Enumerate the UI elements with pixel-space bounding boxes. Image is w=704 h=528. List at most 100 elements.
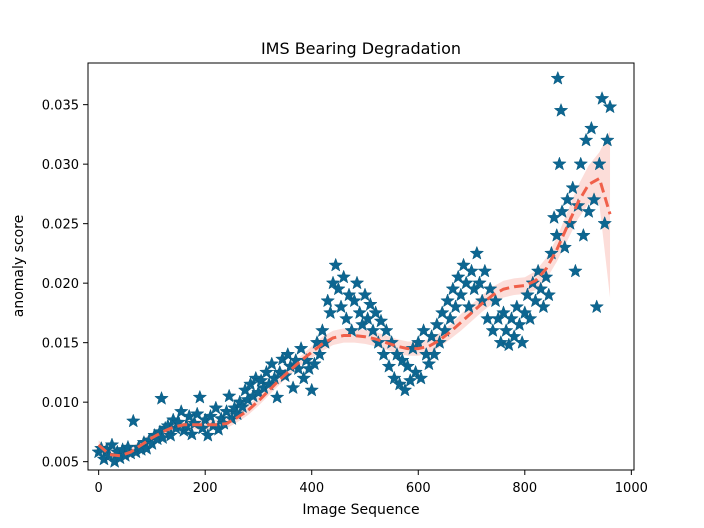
data-point [211,421,226,436]
y-tick-label: 0.005 [42,456,79,471]
data-point [458,275,474,290]
data-point [464,263,479,278]
data-point [410,334,426,349]
data-point [530,263,546,278]
data-point [354,317,370,332]
y-tick-label: 0.015 [42,337,79,352]
data-point [285,380,301,395]
data-point [602,99,618,114]
data-point [552,156,567,171]
data-point [589,299,605,314]
y-tick-label: 0.030 [42,158,79,173]
data-point [253,373,269,387]
data-point [594,90,610,105]
data-point [440,293,455,308]
data-point [480,311,495,326]
data-point [578,132,594,147]
data-point [307,356,322,371]
data-point [549,227,565,242]
data-point [426,346,442,361]
data-point [320,293,336,308]
data-point [365,323,381,338]
data-point [437,323,453,338]
data-point [221,388,237,403]
x-tick-label: 600 [406,481,431,496]
confidence-band [98,130,611,461]
data-point [408,364,423,379]
data-point [496,305,511,320]
data-point [424,328,439,343]
trend-line-layer [97,176,612,458]
data-point [520,287,535,302]
data-point [333,299,349,314]
x-tick-label: 0 [95,481,103,496]
data-point [373,313,389,328]
data-point [402,373,418,387]
y-axis-label: anomaly score [11,215,27,317]
data-point [378,323,394,338]
data-point [184,426,200,441]
data-point [328,257,344,272]
data-point [381,358,397,373]
data-point [154,390,169,405]
confidence-band-layer [98,130,611,461]
data-point [347,293,362,308]
data-point [173,403,189,418]
data-point [296,370,312,385]
data-point [485,323,501,338]
data-point [448,299,463,314]
data-point [553,102,569,117]
data-point [304,382,320,397]
data-point [357,287,373,302]
data-point [344,323,360,338]
data-point [514,334,530,349]
data-point [352,305,368,320]
data-point [469,245,485,260]
data-point [472,275,487,290]
data-point [541,287,557,302]
plot-frame [87,62,635,471]
data-point [429,317,445,332]
data-point [517,305,533,320]
data-point [293,340,309,355]
y-axis-ticks: 0.005 0.010 0.015 0.020 0.025 0.030 0.035 [42,99,88,471]
data-point [576,227,591,242]
data-point [416,323,431,338]
data-point [189,406,205,421]
data-point [600,132,615,147]
data-point [493,334,509,349]
x-axis-ticks: 0 200 400 600 800 1000 [95,470,648,496]
data-point [386,370,402,385]
data-point [506,328,522,343]
data-point [104,437,120,452]
data-point [323,305,338,320]
data-point [208,400,224,415]
y-tick-label: 0.020 [42,277,79,292]
y-tick-label: 0.035 [42,99,79,114]
data-point [203,408,218,423]
data-point [235,399,250,414]
data-point [394,352,410,367]
data-point [192,389,208,404]
data-point [581,204,597,218]
data-point [315,323,330,338]
x-tick-label: 800 [512,481,537,496]
data-point [501,337,517,352]
data-point [200,427,216,442]
data-point [560,192,575,207]
data-point [261,376,277,391]
data-point [376,346,391,361]
data-point [592,156,607,171]
data-point [597,215,613,230]
data-point [550,70,566,85]
data-point [450,269,466,284]
data-point [522,311,538,326]
data-point [336,269,352,284]
trend-line [97,176,612,458]
data-point [482,281,498,296]
data-point [568,263,583,278]
data-point [325,275,341,290]
data-point [349,275,365,290]
data-point [362,296,378,311]
data-point [400,358,415,373]
